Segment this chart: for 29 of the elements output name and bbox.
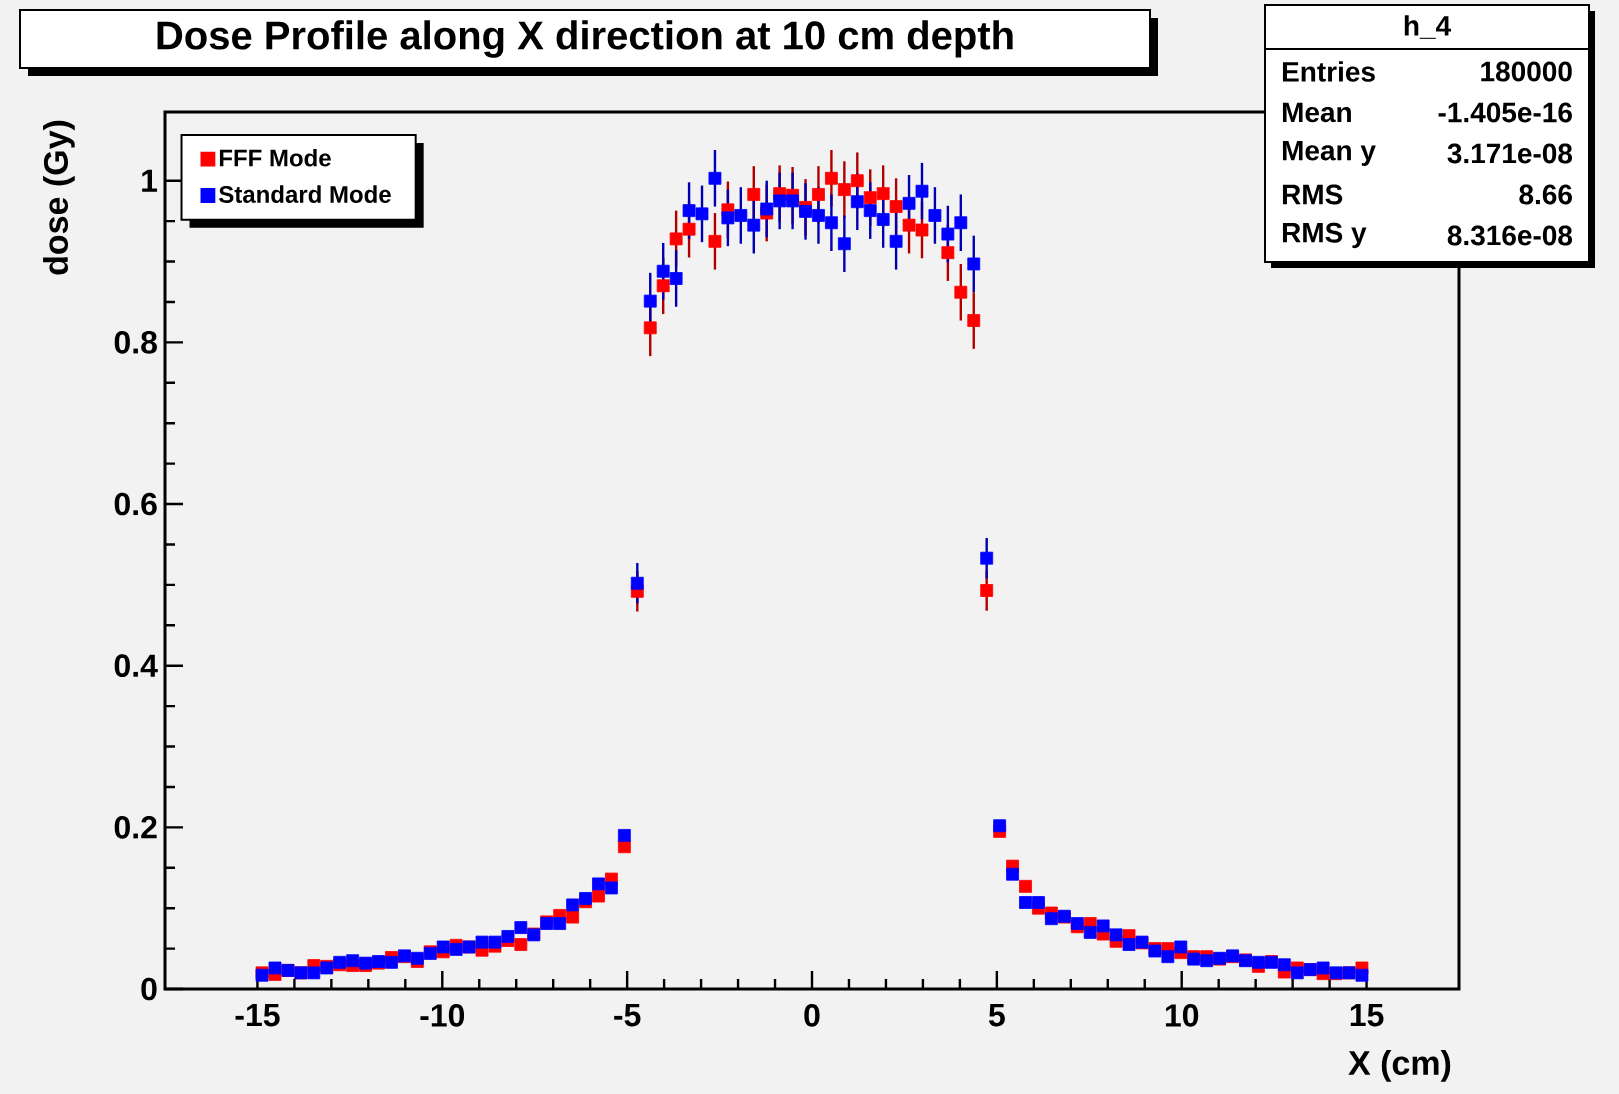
legend-label: FFF Mode [219,148,331,167]
annotation: -1.405e-16 [1438,102,1572,123]
x-axis-title: X (cm) [1348,1050,1451,1082]
y-tick-label: 0.4 [114,654,158,678]
x-tick-label: -10 [420,1004,465,1027]
y-tick-label: 0.2 [114,816,157,839]
text: Entries [1282,61,1375,82]
annotation: 3.171e-08 [1447,143,1573,164]
y-tick-label: 0 [141,977,157,1001]
annotation: 8.316e-08 [1447,225,1573,246]
y-tick-label: 1 [142,169,158,192]
x-tick-label: -15 [235,1004,280,1027]
x-tick-label: 5 [988,1004,1005,1027]
legend-label: Standard Mode [219,185,391,203]
chart-title: Dose Profile along X direction at 10 cm depth [157,20,1013,58]
annotation: Mean [1282,102,1351,123]
x-tick-label: 10 [1165,1004,1199,1027]
annotation: RMS [1282,184,1343,205]
annotation: Mean y [1282,140,1376,167]
y-tick-label: 0.8 [114,331,157,354]
text: 180000 [1481,61,1572,82]
x-tick-label: -5 [614,1004,641,1027]
annotation: RMS y [1282,222,1367,249]
y-tick-label: 0.6 [114,492,157,516]
x-tick-label: 0 [804,1004,820,1027]
text: 8.66 [1519,184,1572,205]
y-axis-title: dose (Gy) [43,120,75,275]
text: h_4 [1404,15,1451,39]
x-tick-label: 15 [1350,1004,1384,1027]
